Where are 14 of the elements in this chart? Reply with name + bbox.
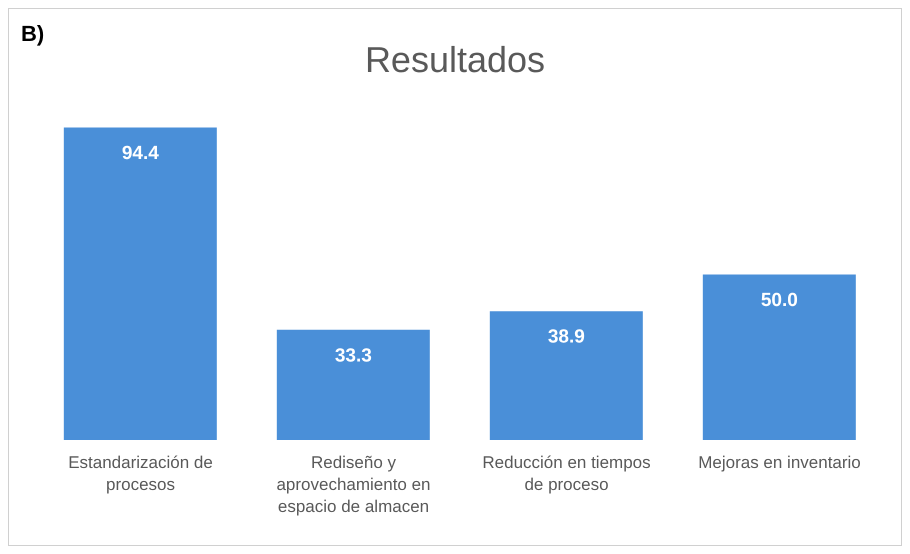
x-tick-label: Rediseño y aprovechamiento en espacio de almacen xyxy=(276,453,431,516)
data-label: 50.0 xyxy=(760,290,798,311)
x-tick-label: Estandarización de procesos xyxy=(68,453,213,494)
bar xyxy=(276,330,430,440)
data-label: 38.9 xyxy=(548,326,585,348)
x-tick-label: Reducción en tiempos de proceso xyxy=(482,453,651,494)
chart-title: Resultados xyxy=(364,39,546,80)
bar xyxy=(702,274,856,440)
x-tick-label: Mejoras en inventario xyxy=(698,453,861,472)
bar xyxy=(490,311,643,440)
data-label: 33.3 xyxy=(334,345,372,366)
data-label: 94.4 xyxy=(122,143,160,164)
bar xyxy=(64,128,217,440)
text: B) xyxy=(21,21,44,47)
